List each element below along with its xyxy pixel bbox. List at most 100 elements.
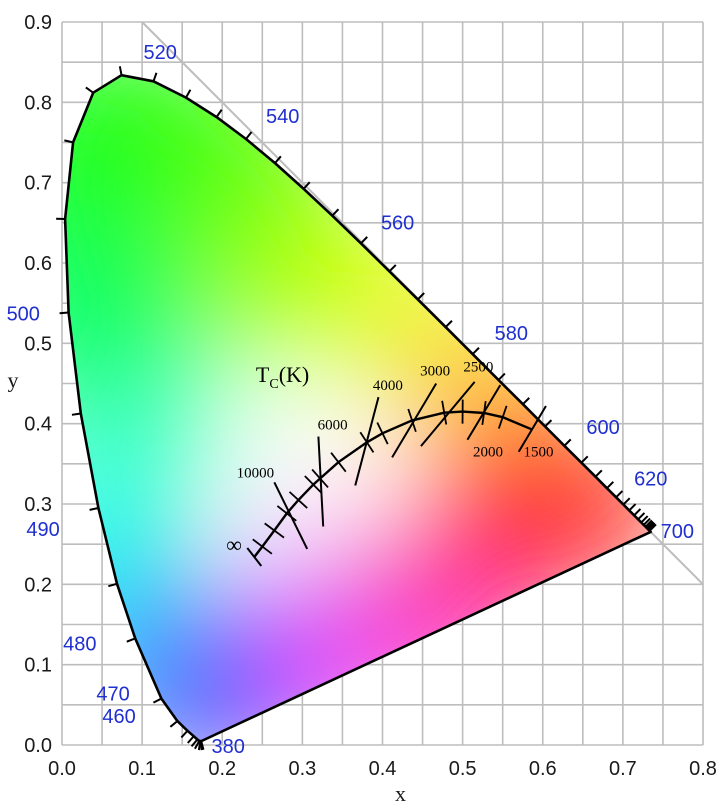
isotherm-1500 — [517, 405, 547, 453]
x-tick-label: 0.6 — [529, 758, 557, 780]
planckian-tick — [330, 452, 347, 473]
wavelength-label-620: 620 — [634, 468, 667, 490]
wavelength-tick — [215, 109, 223, 118]
planckian-tick — [304, 475, 323, 494]
wavelength-tick — [648, 523, 657, 532]
wavelength-tick — [417, 292, 425, 301]
wavelength-tick — [126, 637, 136, 643]
y-tick-label: 0.8 — [24, 92, 52, 114]
planckian-tick — [288, 491, 308, 509]
wavelength-tick — [245, 131, 253, 140]
planckian-tick — [441, 400, 448, 425]
planckian-tick — [497, 405, 508, 429]
wavelength-tick — [522, 397, 530, 405]
wavelength-tick — [59, 311, 69, 315]
wavelength-tick — [185, 89, 192, 99]
planckian-tick — [376, 422, 389, 445]
infinity-end-cap — [246, 547, 263, 567]
y-tick-label: 0.9 — [24, 12, 52, 34]
wavelength-label-560: 560 — [381, 212, 414, 234]
wavelength-tick — [644, 519, 653, 528]
wavelength-tick — [647, 521, 655, 530]
wavelength-tick — [274, 155, 282, 164]
temperature-label-10000: 10000 — [237, 465, 274, 481]
temperature-label-6000: 6000 — [318, 417, 348, 433]
y-tick-label: 0.1 — [24, 655, 52, 677]
wavelength-tick — [637, 512, 646, 521]
wavelength-tick — [563, 438, 572, 447]
isotherm-2500 — [420, 381, 476, 447]
wavelength-tick — [89, 507, 99, 511]
y-tick-label: 0.2 — [24, 574, 52, 596]
temperature-labels: 10000 6000 4000 3000 2500 2000 1500 — [237, 359, 554, 481]
isotherm-6000 — [317, 436, 325, 527]
wavelength-tick — [647, 522, 656, 531]
wavelength-tick — [633, 508, 642, 517]
x-tick-label: 0.1 — [128, 758, 156, 780]
spectral-locus — [63, 73, 652, 743]
y-axis-tick-labels: 0.0 0.1 0.2 0.3 0.4 0.5 0.6 0.7 0.8 0.9 — [24, 12, 52, 757]
x-tick-label: 0.4 — [369, 758, 397, 780]
isotherm-lines — [273, 381, 547, 550]
wavelength-tick — [180, 730, 189, 739]
infinity-label: ∞ — [226, 532, 242, 557]
wavelength-tick — [152, 72, 158, 82]
wavelength-tick — [108, 582, 118, 588]
wavelength-label-480: 480 — [63, 633, 96, 655]
isotherm-10000 — [273, 481, 309, 550]
wavelength-tick — [615, 490, 624, 499]
wavelength-tick — [152, 697, 162, 704]
x-tick-label: 0.0 — [48, 758, 76, 780]
temperature-label-2000: 2000 — [473, 445, 503, 461]
wavelength-tick — [497, 372, 506, 381]
isotherm-3000 — [391, 382, 438, 458]
wavelength-tick — [85, 86, 94, 94]
y-tick-label: 0.4 — [24, 414, 52, 436]
y-tick-label: 0.0 — [24, 735, 52, 757]
wavelength-ticks — [56, 66, 657, 751]
wavelength-tick — [169, 720, 179, 728]
color-temperature-title: TC(K) — [256, 362, 309, 392]
planckian-tick — [264, 522, 285, 539]
temperature-label-3000: 3000 — [420, 363, 450, 379]
wavelength-tick — [471, 347, 480, 355]
wavelength-tick — [622, 497, 631, 506]
wavelength-tick — [646, 521, 654, 529]
temperature-label-1500: 1500 — [524, 445, 554, 461]
wavelength-label-520: 520 — [144, 42, 177, 64]
wavelength-tick — [187, 735, 195, 744]
wavelength-tick — [444, 320, 453, 328]
wavelength-tick — [71, 412, 81, 416]
y-tick-label: 0.6 — [24, 253, 52, 275]
y-tick-label: 0.3 — [24, 494, 52, 516]
x-tick-label: 0.8 — [689, 758, 717, 780]
wavelength-label-470: 470 — [96, 684, 129, 706]
wavelength-tick — [64, 139, 74, 144]
x-tick-label: 0.5 — [449, 758, 477, 780]
wavelength-label-540: 540 — [266, 106, 299, 128]
x-tick-label: 0.7 — [609, 758, 637, 780]
x-axis-title: x — [395, 781, 406, 806]
x-axis-tick-labels: 0.0 0.1 0.2 0.3 0.4 0.5 0.6 0.7 0.8 — [48, 758, 717, 780]
wavelength-tick — [544, 419, 553, 428]
wavelength-tick — [628, 503, 637, 512]
wavelength-label-600: 600 — [586, 417, 619, 439]
wavelength-tick — [643, 517, 651, 526]
wavelength-tick — [360, 236, 368, 245]
wavelength-tick — [118, 66, 123, 76]
y-tick-label: 0.5 — [24, 333, 52, 355]
wavelength-tick — [302, 181, 311, 190]
end-cap-bar — [246, 547, 263, 567]
wavelength-tick — [197, 740, 202, 751]
wavelength-tick — [194, 740, 201, 750]
wavelength-label-490: 490 — [26, 519, 59, 541]
wavelength-tick — [388, 264, 397, 273]
wavelength-label-380: 380 — [211, 736, 244, 758]
planckian-tick — [407, 408, 417, 433]
wavelength-label-500: 500 — [7, 303, 40, 325]
wavelength-tick — [190, 738, 199, 748]
wavelength-tick — [606, 481, 615, 489]
wavelength-label-700: 700 — [661, 521, 694, 543]
